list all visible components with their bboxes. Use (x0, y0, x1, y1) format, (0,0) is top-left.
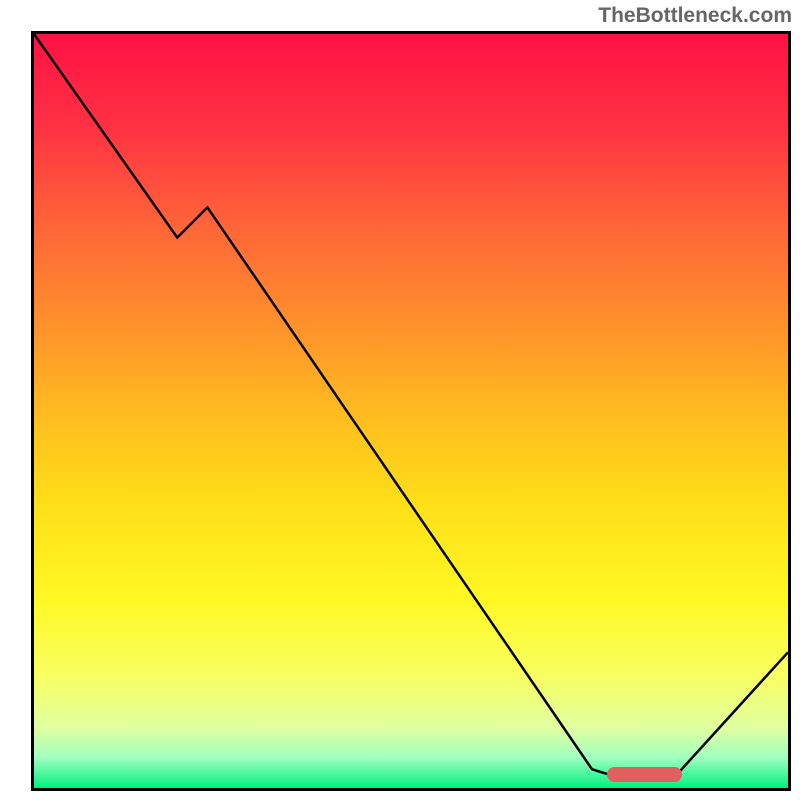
watermark-text: TheBottleneck.com (598, 4, 792, 28)
optimal-marker (607, 767, 682, 783)
curve-path (34, 34, 788, 777)
bottleneck-curve (34, 34, 788, 788)
chart-frame (31, 31, 791, 791)
